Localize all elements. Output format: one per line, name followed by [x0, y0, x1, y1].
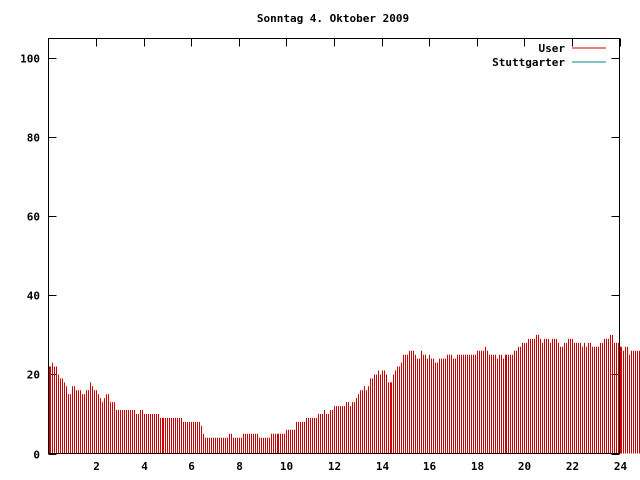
x-tick-label: 16 [423, 460, 437, 473]
y-tick-label: 20 [27, 369, 40, 382]
x-tick-label: 22 [566, 460, 579, 473]
chart-title: Sonntag 4. Oktober 2009 [257, 12, 409, 25]
legend: User Stuttgarter [492, 42, 606, 69]
y-tick-label: 100 [20, 53, 40, 66]
x-tick-label: 2 [93, 460, 100, 473]
legend-label-user: User [539, 42, 566, 55]
x-tick-label: 18 [471, 460, 484, 473]
bar-series-user [49, 334, 640, 454]
x-tick-label: 8 [236, 460, 243, 473]
x-tick-label: 24 [614, 460, 628, 473]
x-tick-label: 10 [280, 460, 293, 473]
x-tick-label: 6 [188, 460, 195, 473]
x-tick-label: 12 [328, 460, 341, 473]
x-tick-label: 14 [376, 460, 390, 473]
y-tick-label: 60 [27, 211, 40, 224]
y-axis: 0 20 40 60 80 100 [20, 53, 620, 462]
x-tick-label: 20 [518, 460, 531, 473]
x-tick-label: 4 [141, 460, 148, 473]
y-tick-label: 80 [27, 132, 40, 145]
legend-label-stuttgarter: Stuttgarter [492, 56, 565, 69]
y-tick-label: 40 [27, 290, 40, 303]
plot-frame [48, 38, 620, 454]
y-tick-label: 0 [33, 449, 40, 462]
